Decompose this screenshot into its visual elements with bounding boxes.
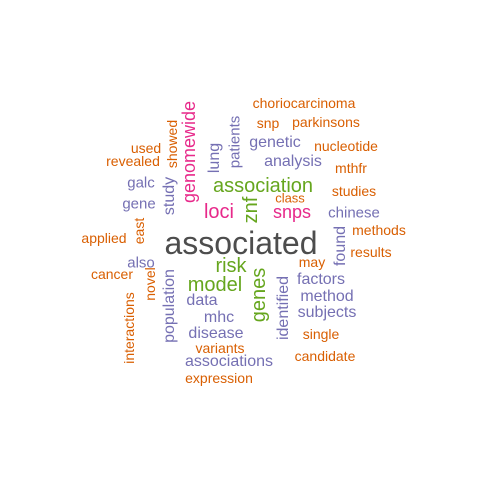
word-expression: expression	[185, 370, 253, 386]
word-association: association	[212, 175, 314, 197]
word-znf: znf	[240, 196, 262, 224]
word-factors: factors	[296, 271, 346, 288]
word-cancer: cancer	[90, 266, 134, 282]
word-loci: loci	[203, 201, 235, 223]
word-also: also	[127, 254, 155, 272]
word-mhc: mhc	[203, 309, 235, 326]
word-may: may	[298, 254, 326, 270]
word-population: population	[161, 269, 178, 343]
word-chinese: chinese	[328, 204, 380, 222]
word-interactions: interactions	[121, 292, 137, 364]
word-risk: risk	[215, 255, 247, 277]
word-nucleotide: nucleotide	[314, 138, 378, 154]
word-disease: disease	[188, 325, 244, 342]
word-patients: patients	[226, 115, 244, 169]
word-subjects: subjects	[297, 304, 357, 321]
word-genes: genes	[248, 267, 270, 323]
word-genetic: genetic	[249, 134, 301, 151]
word-choriocarcinoma: choriocarcinoma	[252, 95, 356, 111]
word-candidate: candidate	[294, 348, 356, 364]
word-mthfr: mthfr	[335, 160, 367, 176]
word-used: used	[130, 140, 162, 156]
word-method: method	[300, 288, 354, 305]
word-single: single	[302, 326, 340, 342]
word-data: data	[186, 292, 218, 309]
word-galc: galc	[127, 174, 155, 192]
word-applied: applied	[81, 230, 127, 246]
word-revealed: revealed	[106, 153, 160, 169]
word-variants: variants	[195, 340, 245, 356]
word-model: model	[187, 274, 243, 296]
word-analysis: analysis	[264, 153, 322, 170]
word-snp: snp	[256, 115, 280, 131]
word-gene: gene	[122, 195, 156, 213]
word-identified: identified	[275, 275, 292, 341]
word-novel: novel	[142, 267, 158, 301]
word-methods: methods	[352, 222, 406, 238]
word-showed: showed	[164, 119, 180, 169]
word-snps: snps	[272, 202, 312, 222]
word-studies: studies	[331, 183, 377, 199]
word-class: class	[275, 190, 305, 206]
word-found: found	[332, 225, 349, 267]
word-parkinsons: parkinsons	[292, 114, 360, 130]
word-associated: associated	[164, 225, 318, 261]
word-east: east	[131, 217, 147, 245]
word-study: study	[161, 176, 178, 216]
word-associations: associations	[184, 353, 274, 370]
word-lung: lung	[206, 142, 223, 174]
word-genomewide: genomewide	[179, 100, 199, 204]
word-results: results	[350, 244, 392, 260]
